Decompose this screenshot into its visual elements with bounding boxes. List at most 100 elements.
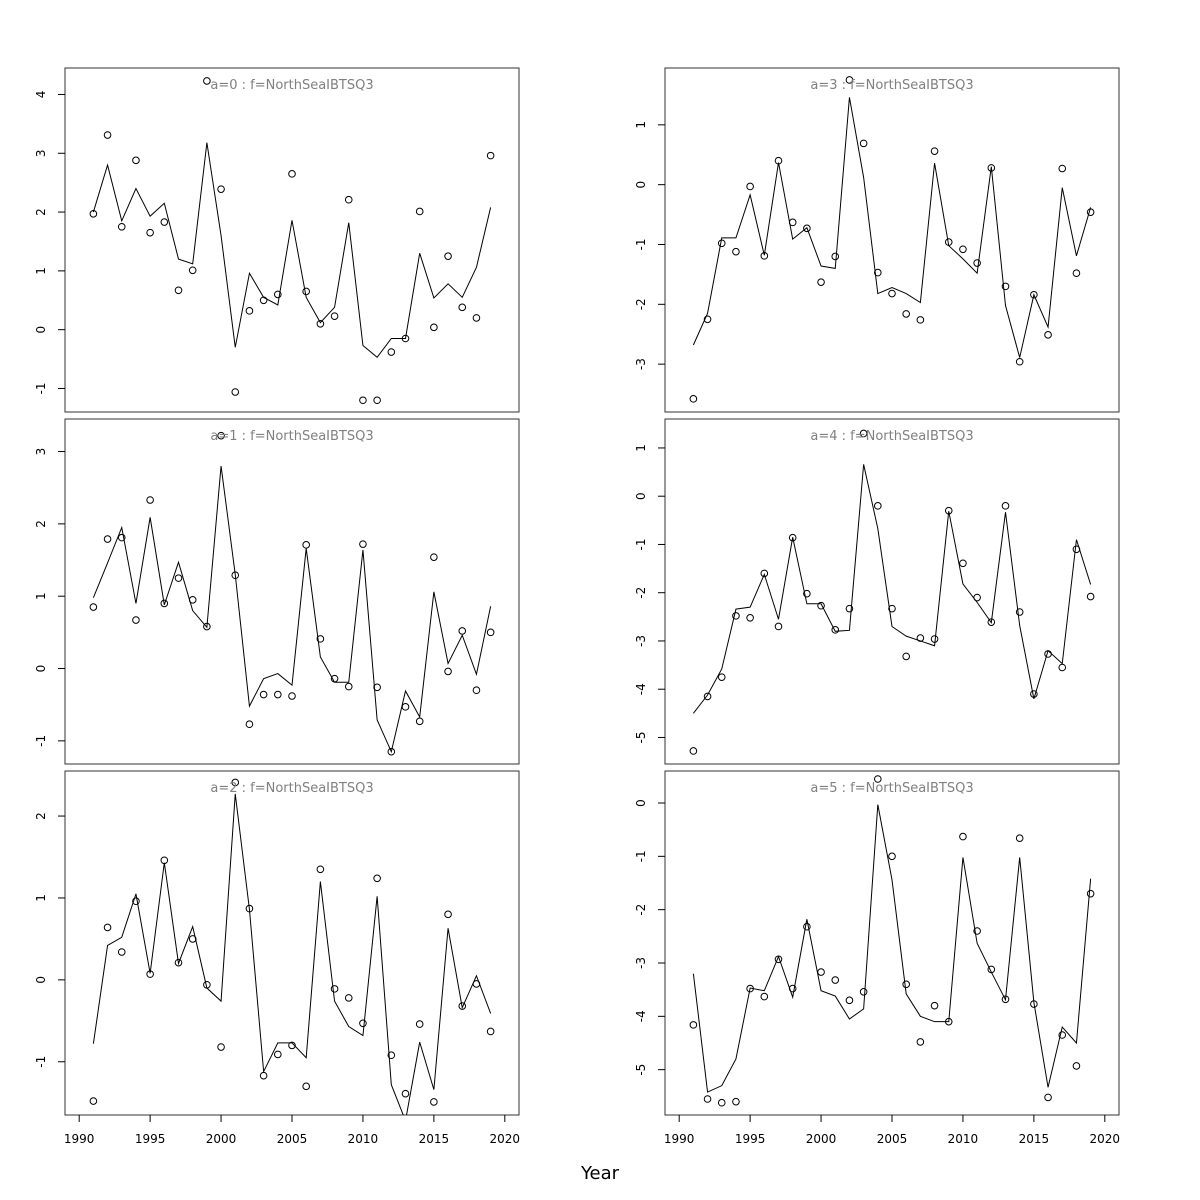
observed-point xyxy=(472,314,481,322)
observed-point xyxy=(444,910,452,919)
observed-point xyxy=(203,622,211,631)
observed-point xyxy=(760,252,769,260)
observed-point xyxy=(803,224,811,233)
observed-point xyxy=(203,77,211,85)
observed-point xyxy=(845,996,854,1005)
observed-point xyxy=(788,533,797,542)
panel-0: -1 0 1 2 3 4 a=0 : f=NorthSeaIBTSQ3 xyxy=(34,67,520,413)
panel-4: -5 -4 -3 -2 -1 0 1 a=4 : f=NorthSeaIBTSQ3 xyxy=(634,418,1120,765)
y-tick-label: -2 xyxy=(634,904,648,916)
observed-point xyxy=(1086,889,1095,898)
observed-point xyxy=(817,278,825,286)
x-tick-label: 2020 xyxy=(1090,1132,1121,1146)
observed-point xyxy=(1086,208,1095,216)
observed-point xyxy=(188,935,197,943)
observed-point xyxy=(359,396,367,405)
observed-point xyxy=(689,1021,698,1029)
observed-point xyxy=(217,431,225,440)
observed-point xyxy=(302,1082,310,1091)
observed-point xyxy=(89,603,98,611)
y-tick-label: -1 xyxy=(634,850,648,862)
observed-point xyxy=(387,1051,396,1060)
observed-point xyxy=(132,616,140,624)
observed-point xyxy=(174,574,183,582)
y-tick-label: 1 xyxy=(34,592,48,600)
observed-point xyxy=(259,296,268,305)
panel-frame xyxy=(664,418,1120,765)
y-tick-label: -2 xyxy=(634,587,648,599)
observed-point xyxy=(916,316,925,324)
observed-point xyxy=(174,958,183,967)
observed-point xyxy=(859,429,868,438)
x-tick-label: 2000 xyxy=(806,1132,837,1146)
y-tick-label: 4 xyxy=(34,91,48,99)
observed-point xyxy=(888,289,896,298)
observed-point xyxy=(160,218,169,226)
fit-line xyxy=(92,793,492,1115)
observed-point xyxy=(472,686,481,695)
observed-point xyxy=(944,506,953,515)
panel-title: a=3 : f=NorthSeaIBTSQ3 xyxy=(810,78,973,93)
observed-point xyxy=(430,553,438,561)
observed-point xyxy=(288,170,296,178)
observed-point xyxy=(959,245,967,254)
observed-point xyxy=(987,965,996,974)
observed-point xyxy=(916,634,925,642)
y-tick-label: 1 xyxy=(634,444,648,452)
observed-point xyxy=(973,259,981,267)
observed-point xyxy=(302,541,310,549)
observed-point xyxy=(458,1002,467,1010)
observed-point xyxy=(689,395,698,403)
observed-point xyxy=(89,1097,98,1105)
observed-point xyxy=(259,690,268,699)
observed-point xyxy=(959,559,967,568)
x-tick-label: 2000 xyxy=(206,1132,237,1146)
observed-point xyxy=(415,207,424,216)
observed-point xyxy=(902,652,910,661)
observed-point xyxy=(486,151,495,160)
observed-point xyxy=(344,994,353,1002)
observed-point xyxy=(415,1020,424,1028)
panel-3: -3 -2 -1 0 1 a=3 : f=NorthSeaIBTSQ3 xyxy=(634,67,1120,413)
observed-point xyxy=(117,533,126,542)
observed-point xyxy=(160,856,169,865)
observed-point xyxy=(444,667,452,676)
panel-title: a=1 : f=NorthSeaIBTSQ3 xyxy=(210,429,373,444)
x-tick-label: 2005 xyxy=(277,1132,308,1146)
observed-point xyxy=(288,692,296,700)
x-tick-label: 2005 xyxy=(877,1132,908,1146)
panel-title: a=0 : f=NorthSeaIBTSQ3 xyxy=(210,78,373,93)
y-tick-label: -5 xyxy=(634,1064,648,1076)
y-tick-label: -3 xyxy=(634,635,648,647)
y-tick-label: 0 xyxy=(34,976,48,984)
observed-point xyxy=(717,1098,726,1107)
observed-point xyxy=(103,131,112,139)
y-tick-label: -1 xyxy=(634,239,648,251)
observed-point xyxy=(274,1050,282,1059)
observed-point xyxy=(703,692,712,701)
observed-point xyxy=(930,1001,939,1010)
observed-point xyxy=(1072,545,1081,554)
x-tick-label: 1990 xyxy=(664,1132,695,1146)
observed-point xyxy=(472,980,481,988)
observed-point xyxy=(373,396,381,405)
observed-point xyxy=(146,496,154,504)
panels: -1 0 1 2 3 4 a=0 : f=NorthSeaIBTSQ3 -1 0 1 2 3 a=1 :… xyxy=(34,67,1121,1146)
x-tick-label: 2015 xyxy=(1019,1132,1050,1146)
observed-point xyxy=(486,628,495,637)
observed-point xyxy=(330,985,339,993)
observed-point xyxy=(746,984,754,993)
observed-point xyxy=(245,720,254,729)
observed-point xyxy=(845,76,854,84)
observed-point xyxy=(803,589,811,598)
observed-point xyxy=(1001,995,1010,1004)
observed-point xyxy=(717,673,726,681)
observed-point xyxy=(902,310,910,318)
observed-point xyxy=(188,266,197,275)
observed-point xyxy=(817,968,825,976)
observed-point xyxy=(330,312,339,320)
y-tick-label: 3 xyxy=(34,149,48,157)
observed-point xyxy=(316,865,325,874)
y-tick-label: -2 xyxy=(634,298,648,310)
